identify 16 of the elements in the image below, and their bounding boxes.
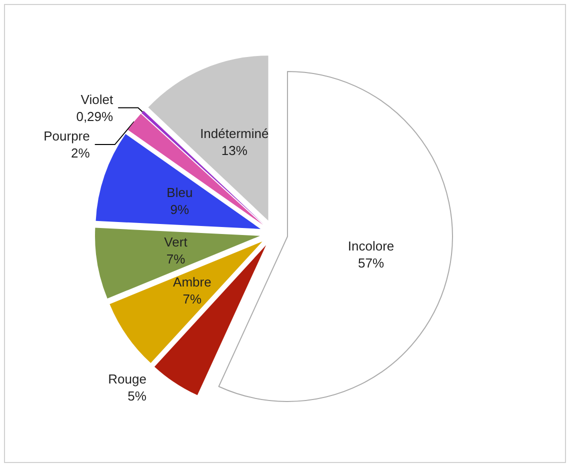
data-label: 9% bbox=[170, 202, 190, 218]
slice-label: Violet bbox=[80, 92, 114, 107]
slice-label: Pourpre bbox=[44, 128, 90, 144]
slice-label: Ambre bbox=[173, 274, 212, 290]
slice-label: Bleu bbox=[166, 185, 193, 200]
data-label: 13% bbox=[221, 143, 248, 158]
data-label: 0,29% bbox=[76, 108, 114, 124]
data-label: 2% bbox=[71, 146, 90, 161]
data-label: 57% bbox=[358, 256, 384, 271]
data-label: 7% bbox=[166, 251, 186, 266]
slice-label: Indéterminé bbox=[200, 126, 269, 142]
slice-label: Incolore bbox=[348, 238, 394, 254]
slice-label: Vert bbox=[164, 234, 188, 250]
slice-label: Rouge bbox=[108, 372, 146, 387]
data-label: 7% bbox=[182, 291, 202, 306]
data-label: 5% bbox=[128, 388, 147, 404]
